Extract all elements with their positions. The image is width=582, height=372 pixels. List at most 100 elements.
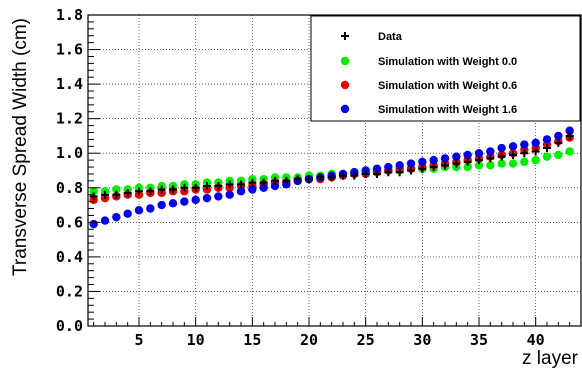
data-point [395,161,404,170]
legend-label: Simulation with Weight 0.0 [378,56,517,68]
y-tick-label: 0.6 [56,213,83,231]
x-tick-label: 15 [243,331,261,349]
data-point [508,159,518,168]
data-point [554,150,563,160]
data-point [497,159,506,168]
data-point [236,187,246,196]
data-point [441,161,449,170]
data-point [497,152,506,161]
data-point [101,190,109,199]
y-tick-label: 0.0 [56,317,83,335]
data-point [542,135,552,144]
data-point [395,168,404,177]
data-point [543,144,551,153]
data-point [350,171,359,180]
data-point [429,155,438,165]
data-point [316,173,325,182]
data-point [123,209,132,218]
data-point [407,166,415,175]
x-tick-label: 10 [187,331,205,349]
y-tick-label: 0.8 [56,179,83,197]
ticks: 5 10 15 20 25 30 35 40 0.0 0.2 0.4 0.6 0.8 1.0 1.2 1.4 1… [56,6,571,349]
legend-marker [340,80,350,90]
data-point [248,178,257,187]
data-point [406,159,416,168]
data-point [146,187,155,196]
data-point [135,187,143,196]
data-point [271,176,279,185]
data-point [180,183,189,192]
data-point [486,147,495,156]
data-point [531,138,540,148]
x-axis-title: z layer [522,348,579,369]
data-point [554,131,563,141]
data-point [282,176,291,185]
data-point [554,138,563,147]
legend-label: Data [378,31,403,43]
y-tick-label: 1.8 [56,6,83,24]
series-layer [89,126,574,229]
data-point [225,190,234,199]
data-point [191,195,200,205]
y-tick-label: 1.0 [56,144,83,162]
data-point [248,185,257,194]
data-point [361,169,370,178]
data-point [497,143,506,153]
data-point [89,219,98,229]
data-point [203,182,211,191]
x-tick-label: 40 [527,331,545,349]
data-point [486,154,495,163]
data-point [452,152,461,161]
data-point [202,193,212,203]
data-point [486,161,495,170]
data-point [531,147,540,156]
data-point [418,157,427,167]
legend: Data Simulation with Weight 0.0 Simulation… [310,15,581,122]
data-point [463,150,472,160]
data-point [531,155,540,165]
data-point [373,169,381,178]
data-point [508,142,518,151]
data-point [384,168,393,177]
data-point [293,175,302,184]
data-point [259,183,268,192]
data-point [339,171,347,180]
data-point [372,164,382,173]
data-point [157,185,166,194]
x-tick-label: 5 [134,331,143,349]
data-point [475,156,483,165]
data-point [180,197,189,206]
data-point [168,199,178,208]
data-point [100,216,110,225]
y-tick-label: 1.6 [56,41,83,59]
y-tick-label: 0.2 [56,282,83,300]
data-point [157,200,166,210]
data-point [327,173,336,182]
data-point [452,159,461,168]
legend-marker [340,104,350,114]
data-point [134,206,144,215]
y-tick-label: 0.4 [56,248,83,266]
data-point [565,131,574,140]
data-point [225,180,234,189]
data-point [123,188,132,197]
data-point [259,178,268,187]
x-tick-label: 35 [470,331,488,349]
y-tick-label: 1.2 [56,110,83,128]
legend-label: Simulation with Weight 0.6 [378,80,517,92]
data-point [520,140,529,149]
data-point [112,212,121,222]
data-point [89,187,98,196]
x-tick-label: 30 [413,331,431,349]
legend-marker [341,32,349,40]
data-point [112,185,121,194]
y-axis-title: Transverse Spread Width (cm) [10,18,31,276]
data-point [565,126,574,135]
data-point [565,147,574,156]
data-point [463,162,472,172]
y-tick-label: 1.4 [56,75,83,93]
data-point [520,157,529,167]
data-point [146,204,155,213]
data-point [440,154,450,163]
